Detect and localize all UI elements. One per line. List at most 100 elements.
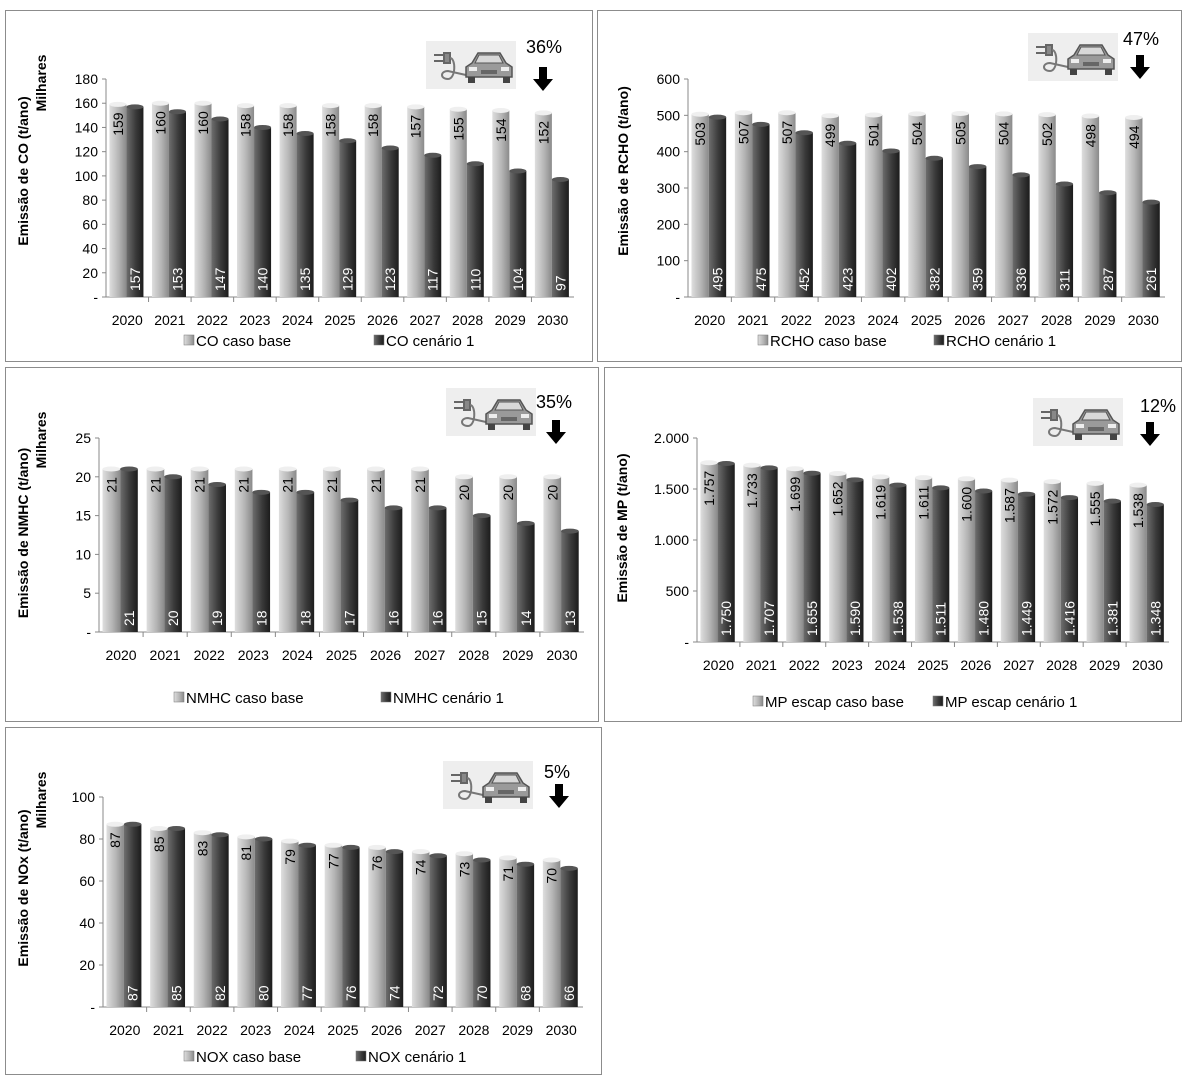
legend-label-base: NMHC caso base — [186, 690, 304, 707]
bar-scenario-top — [516, 861, 535, 867]
data-label-scenario: 475 — [753, 267, 769, 291]
x-tick-label: 2021 — [150, 647, 181, 663]
x-tick-label: 2029 — [502, 647, 533, 663]
x-tick-label: 2024 — [875, 657, 906, 673]
x-tick-label: 2020 — [109, 1022, 140, 1038]
data-label-base: 159 — [110, 112, 126, 136]
data-label-base: 158 — [238, 113, 254, 137]
y-tick-label: 400 — [657, 144, 681, 160]
data-label-base: 1.538 — [1130, 493, 1146, 528]
bar-base-top — [743, 462, 761, 468]
bar-scenario — [717, 463, 735, 642]
bar-base-top — [1000, 477, 1018, 483]
down-arrow-icon — [549, 784, 569, 808]
data-label-scenario: 68 — [517, 985, 533, 1001]
bar-scenario — [752, 124, 770, 298]
bar-base — [534, 112, 552, 298]
ev-car-icon — [446, 388, 536, 436]
legend-swatch-base — [183, 334, 195, 346]
data-label-base: 21 — [280, 477, 296, 493]
x-tick-label: 2028 — [452, 312, 483, 328]
bar-base — [322, 105, 340, 298]
bar-base-top — [106, 821, 124, 827]
y-axis-label: Emissão de NMHC (t/ano) — [15, 448, 31, 618]
bar-base — [1125, 117, 1143, 297]
bar-scenario — [339, 140, 357, 297]
bar-base — [411, 469, 429, 632]
data-label-scenario: 76 — [343, 985, 359, 1001]
bar-scenario — [889, 485, 907, 642]
bar-scenario-top — [120, 466, 138, 472]
data-label-base: 21 — [103, 477, 119, 493]
bar-base — [786, 468, 804, 642]
data-label-scenario: 70 — [474, 985, 490, 1001]
data-label-base: 21 — [236, 477, 252, 493]
data-label-scenario: 123 — [382, 267, 398, 291]
bar-base-top — [534, 110, 552, 116]
data-label-scenario: 110 — [467, 268, 483, 291]
bar-scenario-top — [1103, 498, 1121, 504]
bar-scenario-top — [384, 505, 403, 511]
x-tick-label: 2029 — [1089, 657, 1120, 673]
unit-label: Milhares — [33, 54, 49, 111]
y-tick-label: 1.500 — [654, 481, 689, 497]
bar-scenario-top — [296, 131, 314, 136]
reduction-percent: 5% — [544, 762, 570, 782]
bar-base — [691, 114, 709, 297]
bar-scenario-top — [795, 130, 813, 136]
bar-base-top — [193, 830, 212, 836]
y-tick-label: 200 — [657, 216, 681, 232]
data-label-scenario: 117 — [425, 268, 441, 291]
bar-scenario — [1146, 504, 1164, 642]
bar-base — [106, 824, 124, 1007]
y-tick-label: - — [86, 624, 91, 640]
bar-base-top — [951, 111, 969, 117]
chart-panel-nmhc: -5 10 15 20 25 21 21 2020 21 20 2021 21 19 2022 21 18 20… — [5, 367, 599, 722]
bar-scenario — [925, 158, 943, 297]
data-label-scenario: 452 — [796, 267, 812, 291]
y-tick-label: 20 — [79, 957, 95, 973]
data-label-base: 20 — [544, 485, 560, 501]
y-tick-label: 80 — [82, 192, 98, 208]
bar-base-top — [194, 100, 212, 106]
bar-scenario-top — [211, 116, 229, 122]
bar-base — [193, 832, 212, 1007]
x-tick-label: 2027 — [998, 312, 1029, 328]
bar-base-top — [281, 838, 299, 844]
y-tick-label: 40 — [82, 241, 98, 257]
bar-scenario — [516, 523, 535, 632]
bar-scenario-top — [846, 477, 864, 483]
bar-base — [190, 469, 209, 632]
reduction-percent: 35% — [536, 392, 572, 412]
data-label-scenario: 1.511 — [933, 602, 949, 636]
data-label-base: 71 — [500, 866, 516, 882]
bar-scenario — [381, 148, 399, 297]
data-label-scenario: 18 — [297, 610, 313, 626]
bar-base — [914, 477, 933, 642]
bar-base-top — [322, 103, 340, 109]
data-label-base: 21 — [412, 477, 428, 493]
data-label-base: 74 — [413, 859, 429, 875]
bar-base-top — [1086, 480, 1104, 486]
bar-base-top — [109, 101, 127, 107]
data-label-base: 154 — [493, 118, 509, 142]
bar-scenario — [1017, 494, 1036, 642]
bar-base — [281, 841, 299, 1007]
bar-scenario — [428, 507, 447, 632]
x-tick-label: 2020 — [105, 647, 136, 663]
x-tick-label: 2029 — [502, 1022, 533, 1038]
y-tick-label: 600 — [657, 71, 681, 87]
data-label-base: 21 — [368, 477, 384, 493]
bar-scenario — [472, 515, 491, 632]
x-tick-label: 2029 — [1084, 312, 1115, 328]
bar-scenario — [1142, 202, 1160, 297]
y-axis-label: Emissão de RCHO (t/ano) — [615, 86, 631, 256]
data-label-scenario: 15 — [474, 610, 490, 626]
chart-panel-co: - 20 40 60 80 100 120 140 160 180 159 157 2020 160 153… — [5, 10, 593, 362]
y-tick-label: 25 — [75, 430, 91, 446]
bar-base — [1081, 116, 1100, 297]
x-tick-label: 2023 — [239, 312, 270, 328]
bar-base-top — [914, 475, 933, 481]
data-label-base: 499 — [822, 123, 838, 147]
data-label-scenario: 311 — [1056, 268, 1072, 291]
